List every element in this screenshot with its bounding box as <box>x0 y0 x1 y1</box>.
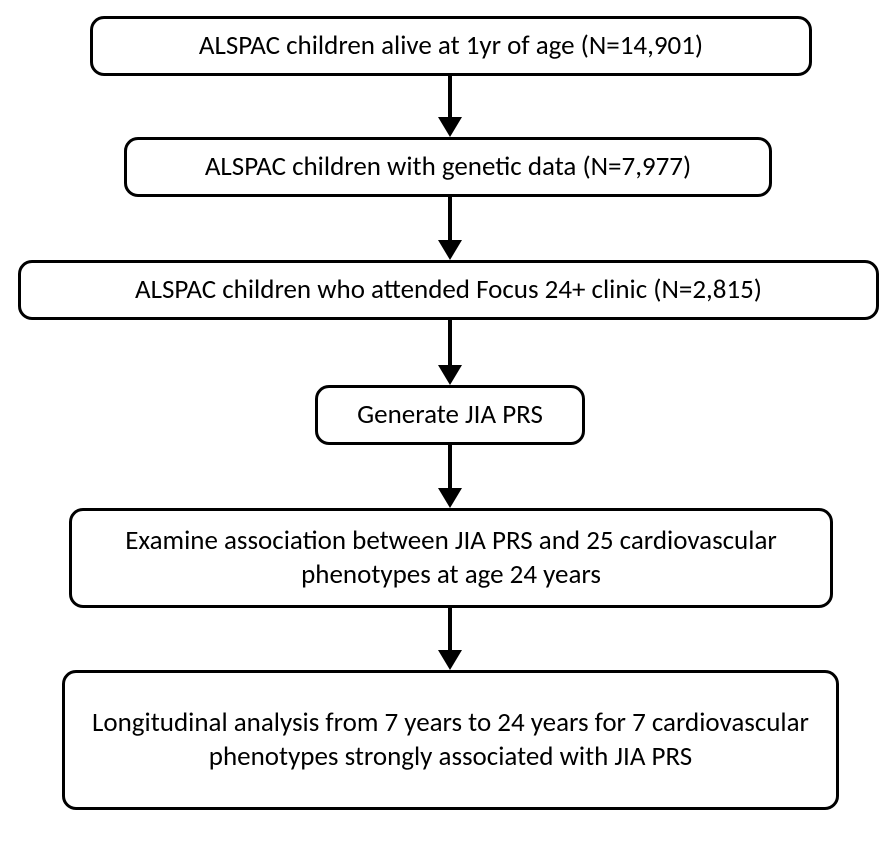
flow-node-1-label: ALSPAC children alive at 1yr of age (N=1… <box>199 29 703 63</box>
flow-arrow-4 <box>430 445 470 508</box>
flow-node-4: Generate JIA PRS <box>315 385 585 445</box>
flow-node-3-label: ALSPAC children who attended Focus 24+ c… <box>135 273 762 307</box>
flow-node-2: ALSPAC children with genetic data (N=7,9… <box>124 137 772 197</box>
flow-arrow-2 <box>430 197 470 260</box>
flow-node-6: Longitudinal analysis from 7 years to 24… <box>62 670 839 810</box>
flow-arrow-1 <box>430 76 470 137</box>
flow-arrow-3 <box>430 320 470 385</box>
flow-node-2-label: ALSPAC children with genetic data (N=7,9… <box>205 150 691 184</box>
flow-node-3: ALSPAC children who attended Focus 24+ c… <box>18 260 879 320</box>
flow-arrow-5 <box>430 608 470 670</box>
flow-node-5-label: Examine association between JIA PRS and … <box>86 524 816 592</box>
flow-node-6-label: Longitudinal analysis from 7 years to 24… <box>79 706 822 774</box>
flow-node-5: Examine association between JIA PRS and … <box>69 508 833 608</box>
flowchart-canvas: ALSPAC children alive at 1yr of age (N=1… <box>0 0 892 852</box>
flow-node-4-label: Generate JIA PRS <box>357 398 543 432</box>
flow-node-1: ALSPAC children alive at 1yr of age (N=1… <box>90 16 812 76</box>
